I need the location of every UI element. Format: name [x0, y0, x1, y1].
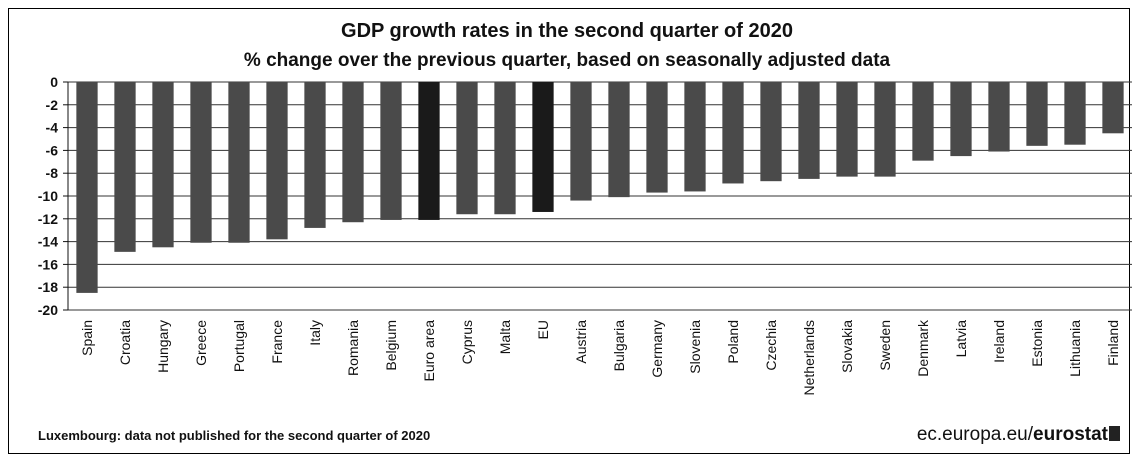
- bar: [874, 82, 896, 177]
- x-category-label: Sweden: [877, 320, 893, 371]
- bar: [798, 82, 820, 179]
- chart-title: GDP growth rates in the second quarter o…: [341, 20, 793, 42]
- bar: [836, 82, 858, 177]
- bar: [722, 82, 744, 184]
- brand-url: ec.europa.eu/: [916, 424, 1034, 445]
- y-tick-label: -20: [38, 302, 58, 318]
- x-category-label: Greece: [193, 320, 209, 366]
- x-category-label: Italy: [307, 320, 323, 346]
- bar: [190, 82, 212, 243]
- bar: [760, 82, 782, 182]
- bar: [608, 82, 630, 198]
- x-category-label: Slovakia: [839, 320, 855, 373]
- bar: [380, 82, 402, 220]
- y-tick-label: -18: [38, 279, 58, 295]
- x-category-label: Ireland: [991, 320, 1007, 363]
- bar: [266, 82, 288, 240]
- bar: [1026, 82, 1048, 146]
- y-tick-label: -8: [46, 165, 59, 181]
- eurostat-logo-icon: [1109, 426, 1120, 441]
- x-category-label: Portugal: [231, 320, 247, 372]
- x-category-label: Denmark: [915, 319, 931, 377]
- x-category-label: Malta: [497, 320, 513, 354]
- bar: [114, 82, 136, 252]
- x-category-label: Romania: [345, 320, 361, 376]
- footnote: Luxembourg: data not published for the s…: [38, 428, 431, 443]
- x-category-label: Belgium: [383, 320, 399, 371]
- x-category-label: Poland: [725, 320, 741, 364]
- y-tick-label: 0: [50, 74, 58, 90]
- bar: [456, 82, 478, 215]
- bar: [570, 82, 592, 201]
- x-category-label: Croatia: [117, 320, 133, 365]
- bar: [912, 82, 934, 161]
- x-category-label: Latvia: [953, 320, 969, 358]
- x-category-label: Austria: [573, 320, 589, 364]
- x-category-label: Cyprus: [459, 320, 475, 364]
- x-category-label: Hungary: [155, 320, 171, 373]
- bar: [418, 82, 440, 220]
- bar: [76, 82, 98, 293]
- x-category-label: Bulgaria: [611, 320, 627, 372]
- y-tick-label: -16: [38, 256, 58, 272]
- bar: [646, 82, 668, 193]
- chart-frame: [8, 8, 1130, 454]
- bar: [494, 82, 516, 215]
- bar: [152, 82, 174, 248]
- bar: [950, 82, 972, 157]
- y-tick-label: -12: [38, 211, 58, 227]
- bar: [1102, 82, 1124, 134]
- x-category-label: Lithuania: [1067, 320, 1083, 377]
- x-category-label: Spain: [79, 320, 95, 356]
- bar: [684, 82, 706, 192]
- x-category-label: France: [269, 320, 285, 364]
- x-category-label: Finland: [1105, 320, 1121, 366]
- y-tick-label: -2: [46, 97, 59, 113]
- eurostat-brand: ec.europa.eu/eurostat: [917, 424, 1120, 446]
- x-category-label: Estonia: [1029, 320, 1045, 367]
- y-tick-label: -4: [46, 120, 59, 136]
- x-category-label: EU: [535, 320, 551, 339]
- bar: [988, 82, 1010, 152]
- bar: [342, 82, 364, 223]
- x-category-label: Germany: [649, 320, 665, 378]
- y-tick-label: -6: [46, 142, 59, 158]
- x-category-label: Czechia: [763, 320, 779, 371]
- brand-name: eurostat: [1033, 424, 1108, 445]
- x-category-label: Netherlands: [801, 320, 817, 396]
- y-tick-label: -10: [38, 188, 58, 204]
- bar: [228, 82, 250, 243]
- bar: [532, 82, 554, 212]
- x-category-label: Slovenia: [687, 320, 703, 374]
- bar: [304, 82, 326, 228]
- y-tick-label: -14: [38, 234, 58, 250]
- chart-subtitle: % change over the previous quarter, base…: [243, 50, 891, 71]
- x-category-label: Euro area: [421, 320, 437, 382]
- bar: [1064, 82, 1086, 145]
